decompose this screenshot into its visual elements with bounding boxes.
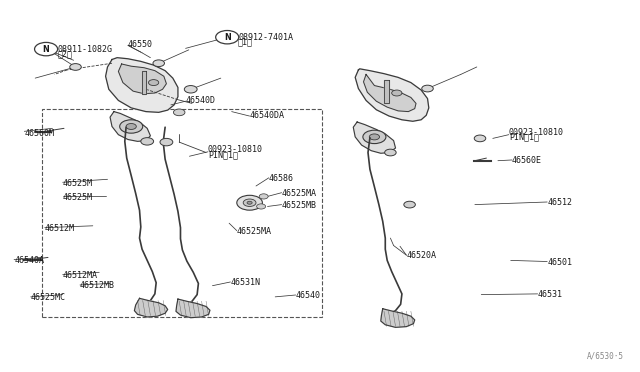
Text: 46512M: 46512M <box>45 224 75 233</box>
Text: 46520A: 46520A <box>406 251 436 260</box>
Text: 46540D: 46540D <box>186 96 216 105</box>
Circle shape <box>247 201 252 204</box>
Polygon shape <box>142 71 146 94</box>
Text: 46512MB: 46512MB <box>80 281 115 290</box>
Polygon shape <box>364 74 416 112</box>
Circle shape <box>216 31 239 44</box>
Polygon shape <box>353 122 396 153</box>
Circle shape <box>363 130 386 144</box>
Text: 46525MB: 46525MB <box>282 201 317 210</box>
Circle shape <box>160 138 173 146</box>
Circle shape <box>141 138 154 145</box>
Text: 46540: 46540 <box>296 291 321 300</box>
Polygon shape <box>384 80 389 103</box>
Text: N: N <box>43 45 49 54</box>
Text: 46560M: 46560M <box>24 129 54 138</box>
Polygon shape <box>110 112 150 141</box>
Circle shape <box>35 42 58 56</box>
Text: （1）: （1） <box>238 38 253 46</box>
Text: 46550: 46550 <box>128 40 153 49</box>
Circle shape <box>153 60 164 67</box>
Text: 46525M: 46525M <box>63 193 93 202</box>
Bar <box>42 109 322 317</box>
Circle shape <box>404 201 415 208</box>
Circle shape <box>120 120 143 133</box>
Text: 08911-1082G: 08911-1082G <box>58 45 113 54</box>
Text: 46586: 46586 <box>269 174 294 183</box>
Circle shape <box>184 86 197 93</box>
Circle shape <box>385 149 396 156</box>
Polygon shape <box>118 64 166 94</box>
Text: A/6530·5: A/6530·5 <box>587 352 624 361</box>
Circle shape <box>126 124 136 129</box>
Circle shape <box>237 195 262 210</box>
Text: 46525MA: 46525MA <box>282 189 317 198</box>
Text: 46512MA: 46512MA <box>63 271 98 280</box>
Text: PIN（1）: PIN（1） <box>509 132 539 141</box>
Circle shape <box>70 64 81 70</box>
Text: 46525MC: 46525MC <box>31 293 66 302</box>
Circle shape <box>257 204 266 209</box>
Text: 46531: 46531 <box>538 290 563 299</box>
Circle shape <box>148 80 159 86</box>
Text: （2）: （2） <box>58 49 72 58</box>
Polygon shape <box>176 299 210 318</box>
Circle shape <box>422 85 433 92</box>
Circle shape <box>173 109 185 116</box>
Polygon shape <box>134 298 168 317</box>
Text: 46512: 46512 <box>547 198 572 207</box>
Circle shape <box>369 134 380 140</box>
Text: 46540A: 46540A <box>14 256 44 265</box>
Circle shape <box>243 199 256 206</box>
Text: 00923-10810: 00923-10810 <box>509 128 564 137</box>
Text: 46525MA: 46525MA <box>237 227 272 236</box>
Text: 46531N: 46531N <box>230 278 260 287</box>
Text: N: N <box>224 33 230 42</box>
Text: 00923-10810: 00923-10810 <box>208 145 263 154</box>
Circle shape <box>259 194 268 199</box>
Text: 46560E: 46560E <box>512 156 542 165</box>
Text: PIN（1）: PIN（1） <box>208 150 238 159</box>
Polygon shape <box>355 69 429 121</box>
Circle shape <box>392 90 402 96</box>
Text: 46525M: 46525M <box>63 179 93 187</box>
Text: 46540DA: 46540DA <box>250 111 285 120</box>
Polygon shape <box>106 58 178 112</box>
Text: 46501: 46501 <box>547 258 572 267</box>
Circle shape <box>474 135 486 142</box>
Text: 08912-7401A: 08912-7401A <box>238 33 293 42</box>
Polygon shape <box>381 309 415 327</box>
